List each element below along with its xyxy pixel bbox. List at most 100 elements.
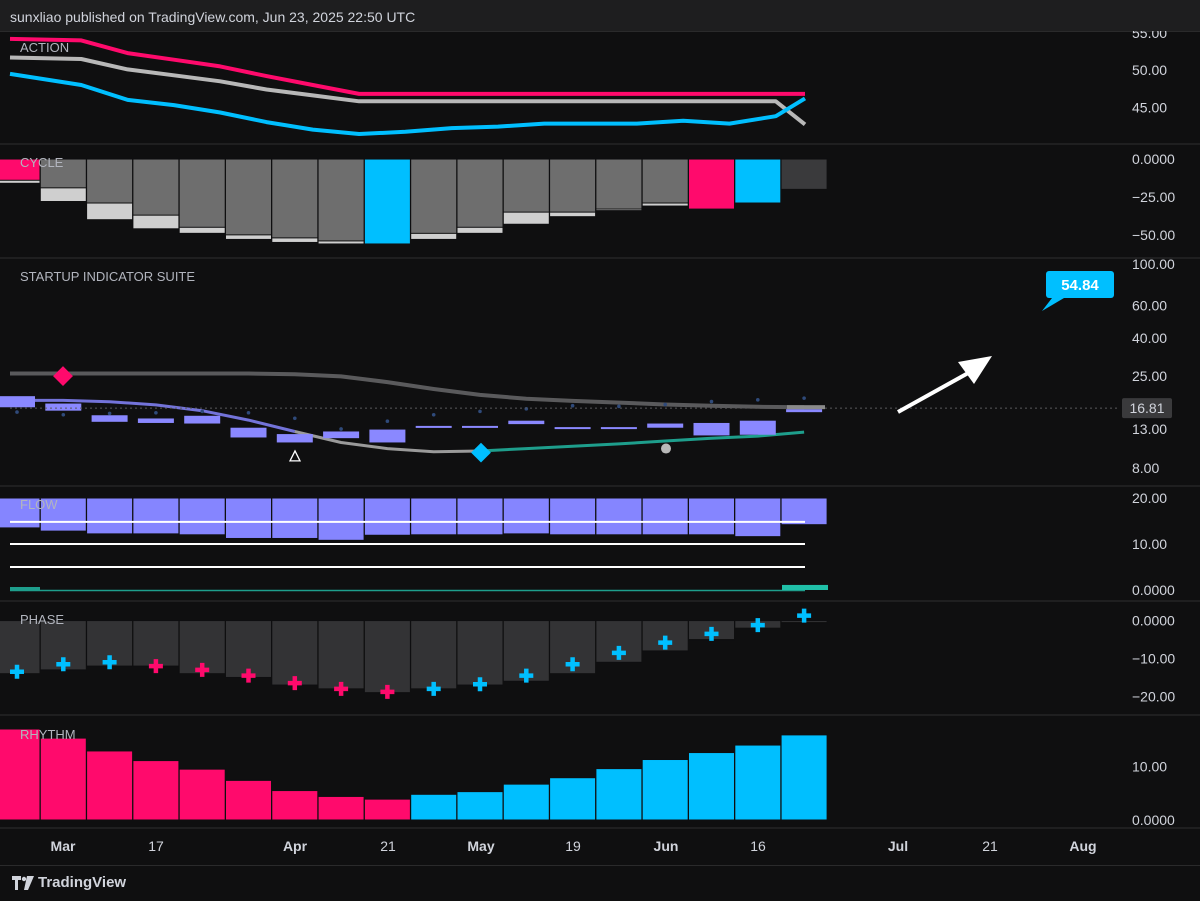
signal-dot	[756, 398, 760, 402]
panel-title: STARTUP INDICATOR SUITE	[20, 269, 195, 284]
flow-bar	[410, 497, 458, 536]
x-tick-label: 19	[565, 838, 581, 854]
price-candle	[647, 423, 684, 428]
flow-bar	[641, 497, 689, 536]
x-tick-label: Aug	[1069, 838, 1096, 854]
flow-bar	[549, 497, 597, 536]
panel-title: ACTION	[20, 40, 69, 55]
tradingview-brand[interactable]: TradingView	[38, 874, 127, 891]
cycle-bar-tail	[39, 187, 87, 203]
rhythm-bar	[0, 728, 41, 821]
rhythm-bar	[549, 777, 597, 821]
flow-bar	[225, 497, 272, 539]
x-tick-label: May	[467, 838, 494, 854]
cyan-diamond-marker	[471, 442, 491, 463]
cycle-bar	[410, 158, 458, 240]
phase-bar	[0, 620, 41, 675]
rhythm-bar	[271, 790, 319, 821]
phase-bar	[225, 620, 272, 678]
action-line-gray	[9, 55, 807, 126]
cycle-bar-tail	[502, 211, 550, 225]
last-price-tag	[1122, 398, 1172, 419]
rhythm-bar	[595, 768, 643, 821]
signal-dot	[570, 403, 575, 408]
price-candle	[369, 429, 406, 443]
flow-bar	[688, 497, 735, 536]
y-tick-label: 0.0000	[1132, 613, 1175, 629]
cycle-bar-tail	[132, 214, 180, 230]
signal-dot	[617, 404, 621, 409]
cycle-bar	[363, 158, 411, 245]
signal-dot	[293, 416, 297, 421]
cycle-bar-tail	[595, 208, 643, 212]
flow-bar	[132, 497, 180, 535]
y-tick-label: 0.0000	[1132, 812, 1175, 828]
x-tick-label: Jun	[654, 838, 679, 854]
price-candle	[184, 415, 221, 424]
publish-header: sunxliao published on TradingView.com, J…	[0, 0, 1200, 32]
rhythm-bar	[502, 783, 550, 821]
lower-line-teal	[479, 430, 805, 453]
flow-bar	[456, 497, 504, 536]
y-tick-label: 10.00	[1132, 536, 1167, 552]
indicator-chart[interactable]: 55.00 50.00 45.00 0.0000 −25.00 −50.00 54.84 16…	[0, 31, 1200, 865]
tradingview-logo-icon	[12, 876, 34, 890]
cycle-bar-tail	[86, 202, 134, 221]
rhythm-bar	[410, 793, 458, 821]
last-candle-marker	[787, 405, 825, 410]
lower-line-purple	[10, 398, 296, 433]
signal-dot	[246, 410, 251, 415]
cycle-bar-tail	[410, 232, 458, 240]
phase-cross-marker	[750, 618, 765, 633]
publish-info: sunxliao published on TradingView.com, J…	[10, 9, 416, 25]
signal-dot	[802, 396, 806, 400]
last-price-value: 16.81	[1129, 400, 1164, 416]
cycle-bar-tail	[549, 211, 597, 218]
price-candle	[276, 434, 313, 443]
cycle-bar	[271, 158, 319, 243]
rhythm-bar	[132, 760, 180, 821]
phase-cross-marker	[10, 664, 24, 679]
rhythm-bar	[86, 750, 134, 821]
action-line-pink	[9, 36, 805, 96]
cycle-bar-tail	[271, 237, 319, 243]
gray-circle-marker	[661, 443, 671, 454]
y-tick-label: 0.0000	[1132, 582, 1175, 598]
price-candle	[137, 418, 174, 423]
signal-dot	[61, 412, 66, 417]
phase-cross-marker	[195, 662, 210, 677]
trend-arrow-head	[958, 356, 992, 384]
x-tick-label: Mar	[51, 838, 76, 854]
phase-cross-marker	[611, 645, 626, 660]
x-tick-label: 21	[982, 838, 998, 854]
cycle-bar	[688, 158, 735, 210]
signal-dot	[154, 410, 158, 415]
phase-cross-marker	[658, 635, 673, 650]
x-tick-label: Apr	[283, 838, 308, 854]
footer: TradingView	[0, 865, 1200, 901]
phase-cross-marker	[565, 657, 580, 672]
flow-bar	[780, 497, 828, 526]
panel-title: CYCLE	[20, 155, 64, 170]
phase-cross-marker	[102, 655, 117, 670]
cycle-bar	[549, 158, 597, 218]
x-tick-label: 21	[380, 838, 396, 854]
rhythm-bar	[317, 795, 365, 821]
price-candle	[508, 420, 545, 425]
y-tick-label: 55.00	[1132, 31, 1167, 41]
x-tick-label: Jul	[888, 838, 908, 854]
x-tick-label: 16	[750, 838, 766, 854]
y-tick-label: 100.00	[1132, 256, 1175, 272]
y-tick-label: 8.00	[1132, 460, 1159, 476]
price-candle	[415, 425, 452, 428]
rhythm-bar	[780, 734, 828, 821]
y-tick-label: 0.0000	[1132, 151, 1175, 167]
flow-bar	[595, 497, 643, 536]
rhythm-bar	[641, 759, 689, 821]
upper-band-line	[10, 371, 805, 410]
flow-bar	[734, 497, 782, 538]
price-candle	[739, 420, 776, 435]
panel-title: PHASE	[20, 612, 64, 627]
y-tick-label: −25.00	[1132, 189, 1175, 205]
cycle-bar	[595, 158, 643, 212]
